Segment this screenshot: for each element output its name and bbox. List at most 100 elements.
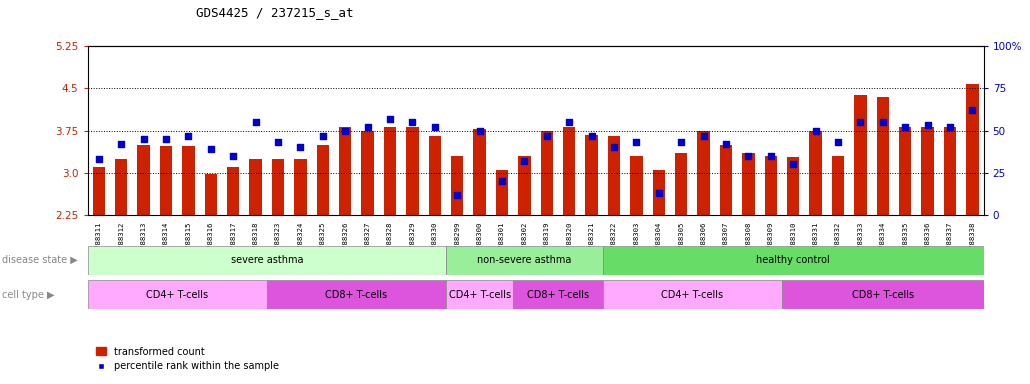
Point <box>695 132 712 139</box>
Bar <box>563 127 576 215</box>
Bar <box>966 84 978 215</box>
Bar <box>272 159 284 215</box>
Bar <box>384 127 397 215</box>
Point <box>404 119 420 125</box>
Point <box>337 127 353 134</box>
Point <box>493 178 510 184</box>
Point <box>158 136 174 142</box>
Bar <box>603 246 984 275</box>
Bar <box>88 246 446 275</box>
Text: GDS4425 / 237215_s_at: GDS4425 / 237215_s_at <box>196 6 353 19</box>
Point <box>561 119 578 125</box>
Point <box>359 124 376 130</box>
Point <box>180 132 197 139</box>
Point <box>808 127 824 134</box>
Bar <box>832 156 845 215</box>
Point <box>135 136 151 142</box>
Bar <box>93 167 105 215</box>
Legend: transformed count, percentile rank within the sample: transformed count, percentile rank withi… <box>93 343 282 375</box>
Bar <box>943 127 956 215</box>
Point <box>426 124 443 130</box>
Bar <box>115 159 128 215</box>
Point <box>314 132 331 139</box>
Point <box>718 141 734 147</box>
Bar <box>810 131 822 215</box>
Bar <box>339 127 351 215</box>
Bar <box>854 95 866 215</box>
Bar <box>782 280 984 309</box>
Text: CD8+ T-cells: CD8+ T-cells <box>325 290 387 300</box>
Point <box>964 107 981 113</box>
Bar <box>495 170 508 215</box>
Point <box>651 190 667 196</box>
Bar <box>88 280 267 309</box>
Bar <box>428 136 441 215</box>
Bar <box>899 127 912 215</box>
Point <box>673 139 689 146</box>
Bar <box>295 159 307 215</box>
Text: CD8+ T-cells: CD8+ T-cells <box>852 290 914 300</box>
Bar <box>362 131 374 215</box>
Bar <box>205 174 217 215</box>
Bar <box>720 145 732 215</box>
Bar <box>249 159 262 215</box>
Text: healthy control: healthy control <box>756 255 830 265</box>
Point <box>941 124 958 130</box>
Bar <box>160 146 172 215</box>
Point <box>539 132 555 139</box>
Bar <box>446 280 513 309</box>
Bar <box>446 246 603 275</box>
Bar <box>267 280 446 309</box>
Bar <box>406 127 418 215</box>
Bar <box>518 156 530 215</box>
Text: non-severe asthma: non-severe asthma <box>477 255 572 265</box>
Bar <box>137 145 149 215</box>
Bar <box>585 134 597 215</box>
Bar <box>451 156 464 215</box>
Point <box>472 127 488 134</box>
Bar <box>513 280 603 309</box>
Bar <box>743 153 755 215</box>
Point <box>516 158 533 164</box>
Text: cell type ▶: cell type ▶ <box>2 290 55 300</box>
Text: CD8+ T-cells: CD8+ T-cells <box>527 290 589 300</box>
Point <box>897 124 914 130</box>
Bar <box>227 167 239 215</box>
Bar <box>697 131 710 215</box>
Point <box>449 192 466 198</box>
Point <box>852 119 868 125</box>
Point <box>606 144 622 151</box>
Point <box>247 119 264 125</box>
Point <box>741 153 757 159</box>
Text: CD4+ T-cells: CD4+ T-cells <box>448 290 511 300</box>
Bar <box>653 170 665 215</box>
Point <box>762 153 779 159</box>
Bar <box>608 136 620 215</box>
Point <box>920 122 936 129</box>
Point <box>583 132 599 139</box>
Point <box>830 139 847 146</box>
Text: severe asthma: severe asthma <box>231 255 303 265</box>
Bar <box>787 157 799 215</box>
Text: disease state ▶: disease state ▶ <box>2 255 78 265</box>
Point <box>382 116 399 122</box>
Bar <box>182 146 195 215</box>
Bar <box>603 280 782 309</box>
Point <box>293 144 309 151</box>
Text: CD4+ T-cells: CD4+ T-cells <box>661 290 723 300</box>
Point <box>225 153 241 159</box>
Point <box>785 161 801 167</box>
Bar <box>630 156 643 215</box>
Bar <box>316 145 329 215</box>
Bar <box>877 97 889 215</box>
Point <box>91 156 107 162</box>
Point <box>113 141 130 147</box>
Point <box>628 139 645 146</box>
Point <box>203 146 219 152</box>
Bar <box>541 131 553 215</box>
Bar <box>675 153 687 215</box>
Bar <box>922 127 934 215</box>
Point <box>270 139 286 146</box>
Bar <box>474 129 486 215</box>
Text: CD4+ T-cells: CD4+ T-cells <box>146 290 208 300</box>
